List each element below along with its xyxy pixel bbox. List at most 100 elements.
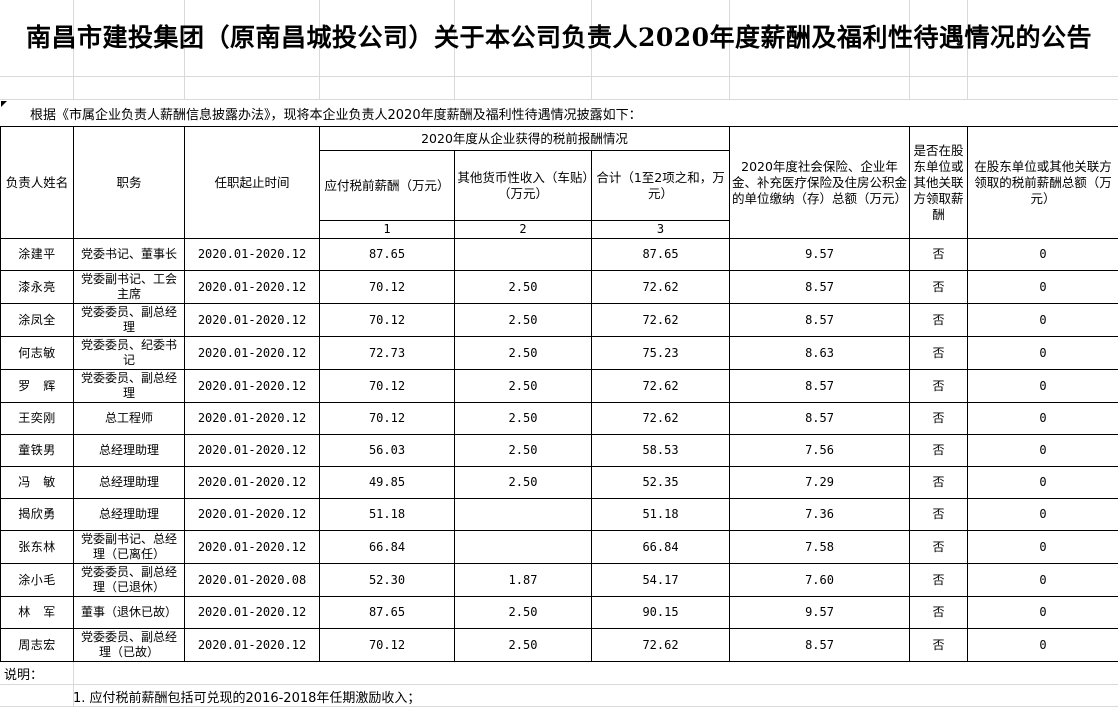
grid-column-line xyxy=(909,0,910,100)
cell-position: 总经理助理 xyxy=(73,434,185,467)
grid-row-line xyxy=(0,76,1118,77)
cell-name: 王奕刚 xyxy=(0,402,74,435)
grid-column-line xyxy=(967,0,968,100)
table-header-row-group: 负责人姓名 职务 任职起止时间 2020年度从企业获得的税前报酬情况 2020年… xyxy=(0,126,1118,239)
cell-other-income: 2.50 xyxy=(454,303,592,337)
cell-from-shareholder: 否 xyxy=(909,434,969,467)
cell-position: 总工程师 xyxy=(73,402,185,435)
cell-total: 58.53 xyxy=(590,434,731,467)
cell-tenure: 2020.01-2020.12 xyxy=(184,402,320,435)
grid-column-line xyxy=(73,662,74,707)
cell-total: 72.62 xyxy=(590,303,731,337)
grid-column-line xyxy=(454,0,455,100)
table-row: 张东林 党委副书记、总经理（已离任） 2020.01-2020.12 66.84 66.… xyxy=(0,530,1118,564)
cell-other-income: 1.87 xyxy=(454,563,592,597)
cell-shareholder-amount: 0 xyxy=(967,466,1118,499)
cell-total: 72.62 xyxy=(590,270,731,304)
notes-item: 1. 应付税前薪酬包括可兑现的2016-2018年任期激励收入； xyxy=(0,685,1118,707)
col-header-social-insurance: 2020年度社会保险、企业年金、补充医疗保险及住房公积金的单位缴纳（存）总额（万… xyxy=(729,126,911,239)
cell-pretax-salary: 56.03 xyxy=(319,434,455,467)
col-header-tenure: 任职起止时间 xyxy=(184,126,320,239)
cell-pretax-salary: 66.84 xyxy=(319,530,455,564)
table-row: 罗 辉党委委员、副总经理 2020.01-2020.12 70.12 2.50 72.6… xyxy=(0,369,1118,403)
table-row: 冯 敏总经理助理 2020.01-2020.12 49.85 2.50 52.35 7.2… xyxy=(0,466,1118,499)
intro-paragraph: 根据《市属企业负责人薪酬信息披露办法》，现将本企业负责人2020年度薪酬及福利性… xyxy=(0,100,1118,126)
cell-social-insurance: 8.63 xyxy=(729,336,911,370)
cell-total: 75.23 xyxy=(590,336,731,370)
cell-tenure: 2020.01-2020.12 xyxy=(184,303,320,337)
grid-column-line xyxy=(319,0,320,100)
table-header: 负责人姓名 职务 任职起止时间 2020年度从企业获得的税前报酬情况 2020年… xyxy=(0,126,1118,239)
grid-column-line xyxy=(591,0,592,100)
cell-total: 72.62 xyxy=(590,628,731,662)
table-row: 童铁男 总经理助理 2020.01-2020.12 56.03 2.50 58.53 7.5… xyxy=(0,434,1118,467)
cell-social-insurance: 9.57 xyxy=(729,238,911,271)
cell-total: 52.35 xyxy=(590,466,731,499)
cell-other-income: 2.50 xyxy=(454,434,592,467)
cell-from-shareholder: 否 xyxy=(909,530,969,564)
cell-pretax-salary: 70.12 xyxy=(319,270,455,304)
cell-from-shareholder: 否 xyxy=(909,466,969,499)
cell-name: 何志敏 xyxy=(0,336,74,370)
cell-total: 87.65 xyxy=(590,238,731,271)
cell-shareholder-amount: 0 xyxy=(967,628,1118,662)
col-header-name: 负责人姓名 xyxy=(0,126,74,239)
cell-tenure: 2020.01-2020.12 xyxy=(184,238,320,271)
cell-social-insurance: 7.60 xyxy=(729,563,911,597)
cell-from-shareholder: 否 xyxy=(909,336,969,370)
col-header-group-pretax: 2020年度从企业获得的税前报酬情况 xyxy=(318,126,731,151)
table-row: 王奕刚 总工程师 2020.01-2020.12 70.12 2.50 72.62 8.57… xyxy=(0,402,1118,435)
cell-from-shareholder: 否 xyxy=(909,238,969,271)
compensation-table: 负责人姓名 职务 任职起止时间 2020年度从企业获得的税前报酬情况 2020年… xyxy=(0,126,1118,662)
cell-social-insurance: 9.57 xyxy=(729,596,911,629)
table-row: 林 军董事（退休已故） 2020.01-2020.12 87.65 2.50 90.15… xyxy=(0,596,1118,629)
table-row: 何志敏 党委委员、纪委书记 2020.01-2020.12 72.73 2.50 75.2… xyxy=(0,336,1118,370)
col-header-total: 合计（1至2项之和，万元） xyxy=(590,150,731,221)
cell-total: 72.62 xyxy=(590,402,731,435)
intro-paragraph-text: 根据《市属企业负责人薪酬信息披露办法》，现将本企业负责人2020年度薪酬及福利性… xyxy=(30,107,642,123)
notes-item-text: 1. 应付税前薪酬包括可兑现的2016-2018年任期激励收入； xyxy=(73,690,421,706)
cell-tenure: 2020.01-2020.12 xyxy=(184,628,320,662)
cell-shareholder-amount: 0 xyxy=(967,596,1118,629)
cell-position: 党委书记、董事长 xyxy=(73,238,185,271)
cell-position: 党委委员、副总经理 xyxy=(73,303,185,337)
grid-column-line xyxy=(729,0,730,100)
cell-total: 90.15 xyxy=(590,596,731,629)
cell-from-shareholder: 否 xyxy=(909,628,969,662)
cell-shareholder-amount: 0 xyxy=(967,402,1118,435)
cell-shareholder-amount: 0 xyxy=(967,336,1118,370)
cell-other-income: 2.50 xyxy=(454,336,592,370)
cell-total: 66.84 xyxy=(590,530,731,564)
cell-from-shareholder: 否 xyxy=(909,498,969,531)
cell-shareholder-amount: 0 xyxy=(967,238,1118,271)
cell-social-insurance: 8.57 xyxy=(729,270,911,304)
cell-pretax-salary: 72.73 xyxy=(319,336,455,370)
cell-pretax-salary: 51.18 xyxy=(319,498,455,531)
cell-name: 林 军 xyxy=(0,596,74,629)
cell-other-income: 2.50 xyxy=(454,270,592,304)
cell-social-insurance: 8.57 xyxy=(729,303,911,337)
table-header-row-sub: 应付税前薪酬（万元） 其他货币性收入（车贴）（万元） 合计（1至2项之和，万元） xyxy=(1,150,1118,221)
cell-tenure: 2020.01-2020.12 xyxy=(184,434,320,467)
cell-social-insurance: 7.58 xyxy=(729,530,911,564)
cell-position: 党委委员、副总经理（已退休） xyxy=(73,563,185,597)
col-index-3: 3 xyxy=(590,220,731,239)
table-row: 漆永亮 党委副书记、工会主席 2020.01-2020.12 70.12 2.50 72.… xyxy=(0,270,1118,304)
cell-position: 总经理助理 xyxy=(73,466,185,499)
cell-position: 总经理助理 xyxy=(73,498,185,531)
cell-other-income: 2.50 xyxy=(454,628,592,662)
cell-position: 党委委员、纪委书记 xyxy=(73,336,185,370)
notes-label: 说明： xyxy=(0,662,1118,684)
cell-pretax-salary: 70.12 xyxy=(319,628,455,662)
grid-column-line xyxy=(184,0,185,100)
table-row: 涂凤全 党委委员、副总经理 2020.01-2020.12 70.12 2.50 72.6… xyxy=(0,303,1118,337)
table-header-row-index: 1 2 3 xyxy=(1,220,1118,239)
cell-position: 党委副书记、总经理（已离任） xyxy=(73,530,185,564)
col-header-from-shareholder: 是否在股东单位或其他关联方领取薪酬 xyxy=(909,126,969,239)
cell-name: 漆永亮 xyxy=(0,270,74,304)
table-row: 涂小毛 党委委员、副总经理（已退休） 2020.01-2020.08 52.30 1.8… xyxy=(0,563,1118,597)
cell-position: 党委委员、副总经理（已故） xyxy=(73,628,185,662)
cell-shareholder-amount: 0 xyxy=(967,498,1118,531)
cell-name: 涂凤全 xyxy=(0,303,74,337)
cell-total: 54.17 xyxy=(590,563,731,597)
